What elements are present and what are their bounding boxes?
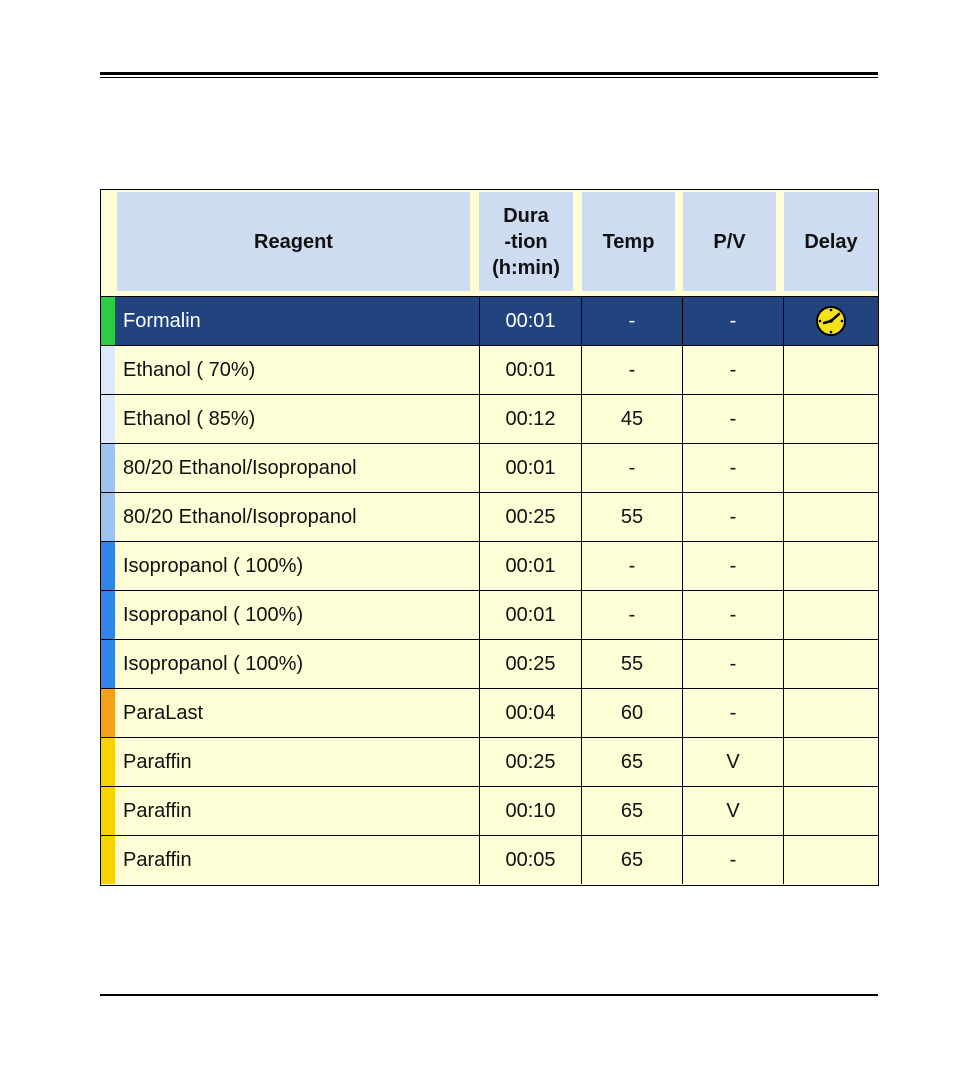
- table-row[interactable]: Isopropanol ( 100%) 00:01- -: [101, 541, 878, 590]
- delay-cell: [783, 640, 878, 688]
- temp-cell: -: [581, 591, 682, 639]
- pv-cell: V: [682, 787, 783, 835]
- delay-cell: [783, 738, 878, 786]
- temp-cell: 55: [581, 493, 682, 541]
- delay-cell: [783, 297, 878, 345]
- temp-cell: 65: [581, 836, 682, 884]
- temp-cell: 45: [581, 395, 682, 443]
- top-rule-thin: [100, 77, 878, 78]
- reagent-color-stripe: [101, 787, 115, 835]
- reagent-color-stripe: [101, 591, 115, 639]
- delay-cell: [783, 493, 878, 541]
- delay-cell: [783, 787, 878, 835]
- table-row[interactable]: Ethanol ( 70%) 00:01- -: [101, 345, 878, 394]
- temp-cell: 65: [581, 738, 682, 786]
- duration-cell: 00:01: [479, 346, 581, 394]
- table-row[interactable]: Formalin 00:01- -: [101, 296, 878, 345]
- pv-cell: -: [682, 591, 783, 639]
- duration-cell: 00:25: [479, 493, 581, 541]
- reagent-cell: 80/20 Ethanol/Isopropanol: [123, 505, 357, 528]
- reagent-color-stripe: [101, 836, 115, 884]
- delay-cell: [783, 395, 878, 443]
- reagent-color-stripe: [101, 395, 115, 443]
- temp-cell: -: [581, 444, 682, 492]
- duration-cell: 00:10: [479, 787, 581, 835]
- reagent-color-stripe: [101, 493, 115, 541]
- table-row[interactable]: ParaLast 00:04 60-: [101, 688, 878, 737]
- pv-cell: -: [682, 395, 783, 443]
- duration-cell: 00:04: [479, 689, 581, 737]
- reagent-cell: Ethanol ( 85%): [123, 407, 256, 430]
- temp-cell: 65: [581, 787, 682, 835]
- duration-cell: 00:12: [479, 395, 581, 443]
- reagent-color-stripe: [101, 346, 115, 394]
- reagent-cell: Ethanol ( 70%): [123, 358, 256, 381]
- program-steps-table: Reagent Dura -tion (h:min) Temp P/V Dela…: [100, 189, 879, 886]
- table-row[interactable]: Ethanol ( 85%) 00:12 45-: [101, 394, 878, 443]
- reagent-cell: Formalin: [123, 309, 201, 332]
- reagent-color-stripe: [101, 444, 115, 492]
- top-rule: [100, 72, 878, 75]
- pv-cell: -: [682, 640, 783, 688]
- reagent-color-stripe: [101, 640, 115, 688]
- delay-cell: [783, 444, 878, 492]
- delay-cell: [783, 346, 878, 394]
- temp-cell: -: [581, 297, 682, 345]
- table-header: Reagent Dura -tion (h:min) Temp P/V Dela…: [101, 190, 878, 296]
- table-row[interactable]: 80/20 Ethanol/Isopropanol 00:25 55-: [101, 492, 878, 541]
- header-temp: Temp: [582, 192, 675, 291]
- reagent-cell: ParaLast: [123, 701, 204, 724]
- bottom-rule: [100, 994, 878, 996]
- pv-cell: -: [682, 444, 783, 492]
- pv-cell: -: [682, 836, 783, 884]
- header-delay: Delay: [784, 192, 878, 291]
- delay-cell: [783, 591, 878, 639]
- reagent-cell: Isopropanol ( 100%): [123, 603, 304, 626]
- duration-cell: 00:25: [479, 640, 581, 688]
- pv-cell: -: [682, 297, 783, 345]
- pv-cell: -: [682, 542, 783, 590]
- duration-cell: 00:05: [479, 836, 581, 884]
- duration-cell: 00:01: [479, 444, 581, 492]
- duration-cell: 00:01: [479, 542, 581, 590]
- reagent-cell: Isopropanol ( 100%): [123, 554, 304, 577]
- delay-cell: [783, 836, 878, 884]
- pv-cell: -: [682, 346, 783, 394]
- reagent-color-stripe: [101, 297, 115, 345]
- temp-cell: 60: [581, 689, 682, 737]
- delay-cell: [783, 542, 878, 590]
- reagent-cell: Paraffin: [123, 799, 192, 822]
- table-row[interactable]: Paraffin 00:05 65-: [101, 835, 878, 884]
- temp-cell: 55: [581, 640, 682, 688]
- header-duration: Dura -tion (h:min): [479, 192, 573, 291]
- reagent-color-stripe: [101, 689, 115, 737]
- reagent-cell: Paraffin: [123, 848, 192, 871]
- pv-cell: -: [682, 493, 783, 541]
- table-row[interactable]: Paraffin 00:10 65 V: [101, 786, 878, 835]
- clock-icon[interactable]: [815, 305, 847, 337]
- header-reagent: Reagent: [117, 192, 470, 291]
- pv-cell: V: [682, 738, 783, 786]
- reagent-cell: Paraffin: [123, 750, 192, 773]
- duration-cell: 00:25: [479, 738, 581, 786]
- temp-cell: -: [581, 346, 682, 394]
- reagent-color-stripe: [101, 542, 115, 590]
- reagent-cell: 80/20 Ethanol/Isopropanol: [123, 456, 357, 479]
- table-row[interactable]: Isopropanol ( 100%) 00:25 55-: [101, 639, 878, 688]
- duration-cell: 00:01: [479, 591, 581, 639]
- pv-cell: -: [682, 689, 783, 737]
- header-pv: P/V: [683, 192, 776, 291]
- delay-cell: [783, 689, 878, 737]
- temp-cell: -: [581, 542, 682, 590]
- table-row[interactable]: Isopropanol ( 100%) 00:01- -: [101, 590, 878, 639]
- duration-cell: 00:01: [479, 297, 581, 345]
- reagent-color-stripe: [101, 738, 115, 786]
- reagent-cell: Isopropanol ( 100%): [123, 652, 304, 675]
- table-row[interactable]: Paraffin 00:25 65 V: [101, 737, 878, 786]
- table-row[interactable]: 80/20 Ethanol/Isopropanol 00:01- -: [101, 443, 878, 492]
